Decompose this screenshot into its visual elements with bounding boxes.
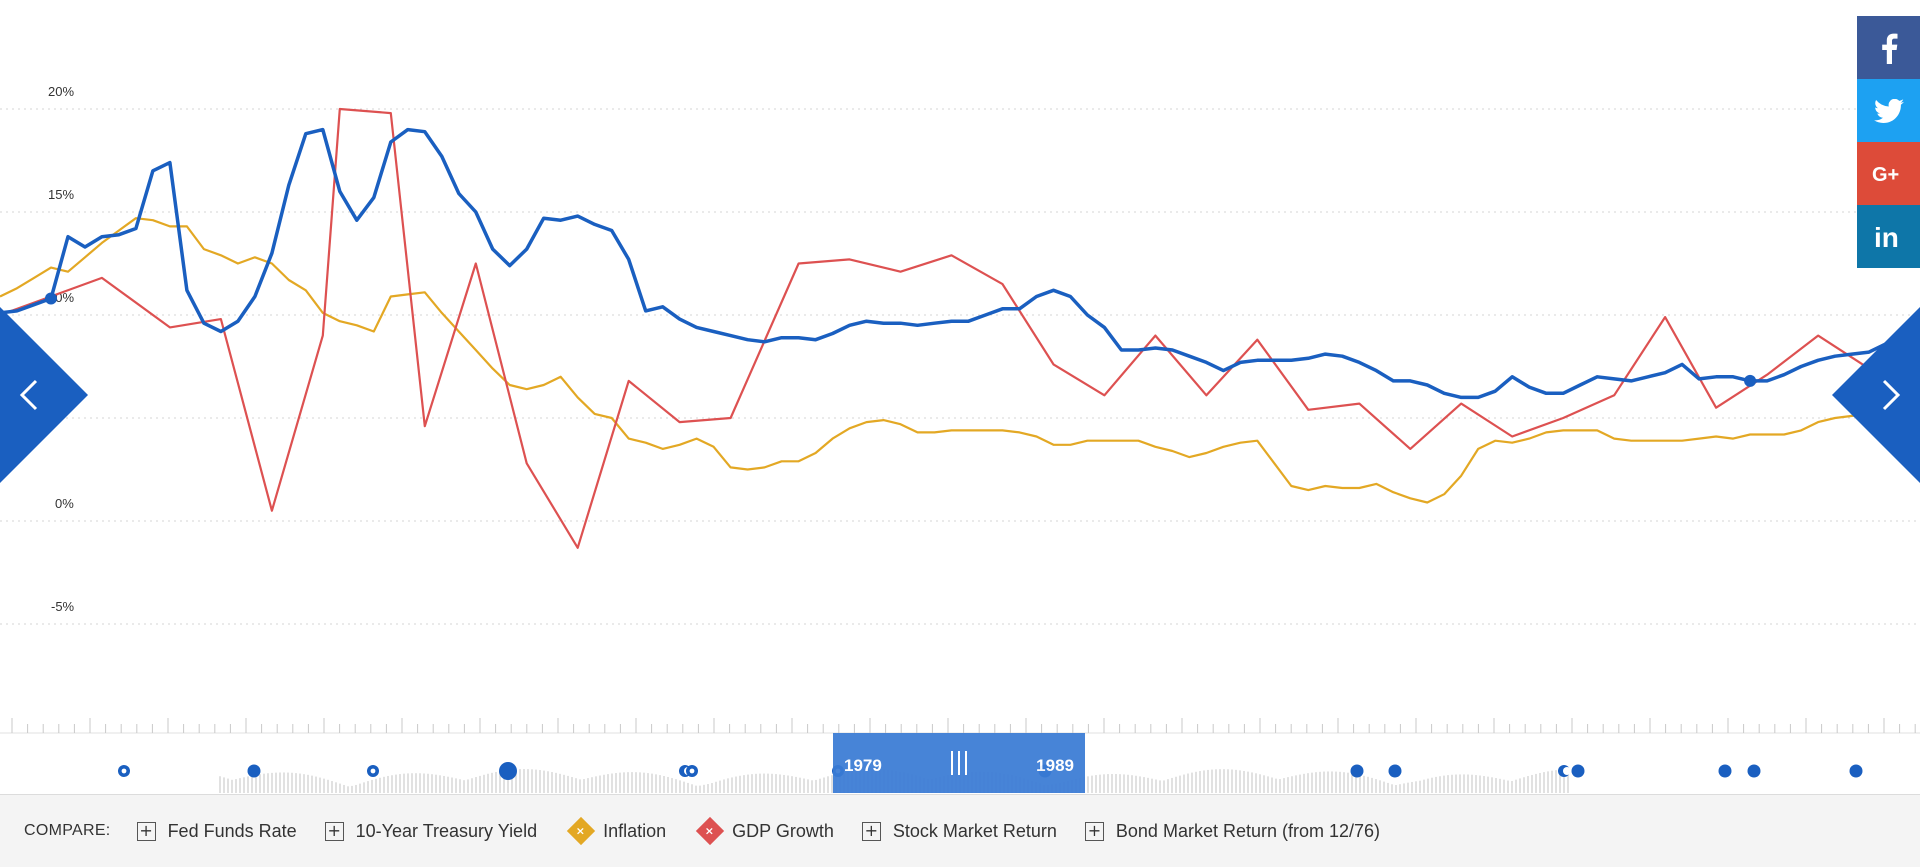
compare-fed-funds-rate[interactable]: + Fed Funds Rate (136, 820, 297, 842)
compare-stock-market-return[interactable]: + Stock Market Return (861, 820, 1057, 842)
timeline-event-dot[interactable] (247, 764, 261, 778)
linkedin-share-button[interactable]: in (1857, 205, 1920, 268)
add-icon: + (861, 821, 881, 841)
linkedin-icon: in (1874, 223, 1899, 251)
compare-item-label: Stock Market Return (892, 820, 1057, 841)
chevron-left-icon (19, 379, 38, 411)
timeline-event-dot[interactable] (1718, 764, 1732, 778)
facebook-icon (1881, 33, 1897, 64)
timeline-event-dot[interactable] (1388, 764, 1402, 778)
compare-item-label: Fed Funds Rate (167, 820, 297, 841)
timeline-event-dot-center (121, 768, 127, 774)
range-end-year: 1989 (1036, 756, 1074, 775)
social-share-bar: G+ in (1857, 16, 1920, 268)
timeline-event-dot[interactable] (1747, 764, 1761, 778)
twitter-share-button[interactable] (1857, 79, 1920, 142)
series-line-inflation (0, 217, 1920, 504)
y-tick-label: 15% (48, 187, 74, 202)
y-tick-label: 20% (48, 84, 74, 99)
compare-item-label: GDP Growth (732, 820, 834, 841)
series-line-fed (0, 127, 1920, 400)
timeline-event-dot-center (370, 768, 376, 774)
timeline-event-dot-center (689, 768, 695, 774)
google-plus-icon: G+ (1872, 164, 1899, 185)
compare-bond-market-return[interactable]: + Bond Market Return (from 12/76) (1084, 820, 1381, 842)
compare-inflation[interactable]: × Inflation (565, 816, 667, 846)
twitter-icon (1873, 98, 1904, 123)
series-lines (0, 107, 1920, 549)
compare-item-label: Bond Market Return (from 12/76) (1115, 820, 1381, 841)
series-marker-fed[interactable] (44, 292, 57, 305)
compare-item-label: 10-Year Treasury Yield (355, 820, 538, 841)
svg-text:in: in (1874, 223, 1899, 251)
previous-period-button[interactable] (0, 307, 90, 483)
timeline-event-dot[interactable] (1571, 764, 1585, 778)
timeline-event-dot[interactable] (499, 762, 517, 780)
range-drag-handle[interactable] (951, 751, 967, 775)
svg-text:G+: G+ (1872, 164, 1899, 185)
chevron-right-icon (1882, 379, 1901, 411)
next-period-button[interactable] (1830, 307, 1920, 483)
timeline-event-dot[interactable] (1350, 764, 1364, 778)
compare-item-label: Inflation (603, 820, 667, 841)
remove-diamond-icon: × (695, 816, 725, 846)
compare-toolbar: COMPARE: + Fed Funds Rate + 10-Year Trea… (0, 794, 1920, 867)
range-start-year: 1979 (844, 756, 882, 775)
compare-label: COMPARE: (24, 822, 111, 839)
google-plus-share-button[interactable]: G+ (1857, 142, 1920, 205)
time-range-window[interactable]: 1979 1989 (833, 733, 1085, 793)
timeline-event-dot[interactable] (1849, 764, 1863, 778)
series-marker-fed[interactable] (1744, 374, 1757, 387)
add-icon: + (136, 821, 156, 841)
compare-10-year-treasury-yield[interactable]: + 10-Year Treasury Yield (324, 820, 538, 842)
chart-gridlines (0, 108, 1920, 625)
add-icon: + (1084, 821, 1104, 841)
series-line-gdp (0, 107, 1920, 549)
facebook-share-button[interactable] (1857, 16, 1920, 79)
timeline-event-dot-center (1563, 767, 1571, 775)
remove-diamond-icon: × (566, 816, 596, 846)
timeline-navigator[interactable] (0, 718, 1920, 793)
y-tick-label: -5% (51, 599, 75, 614)
y-tick-label: 0% (55, 496, 74, 511)
compare-gdp-growth[interactable]: × GDP Growth (694, 816, 834, 846)
add-icon: + (324, 821, 344, 841)
